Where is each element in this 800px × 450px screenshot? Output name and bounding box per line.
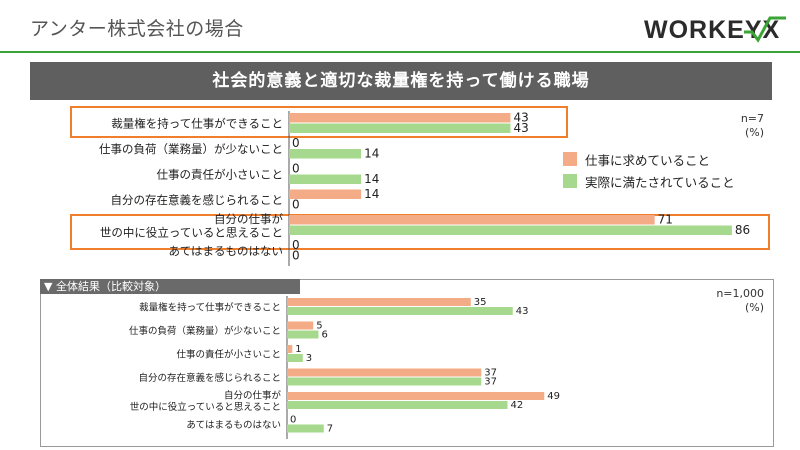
- top-value-label: 0: [292, 162, 300, 176]
- bottom-unit-label: (%): [744, 301, 764, 314]
- top-value-label: 0: [292, 198, 300, 212]
- highlight-box-discretion: [70, 106, 568, 138]
- bottom-bar-series1: [287, 321, 314, 330]
- top-value-label: 14: [364, 187, 379, 201]
- bottom-note: n=1,000 (%): [700, 287, 764, 315]
- top-bar-series1: [289, 189, 362, 199]
- page-title: アンター株式会社の場合: [30, 18, 244, 40]
- bottom-category-label: 仕事の負荷（業務量）が少ないこと: [129, 325, 281, 337]
- bottom-bar-series2: [287, 307, 513, 315]
- legend-label-series2: 実際に満たされていること: [585, 174, 735, 190]
- top-bar-series2: [289, 174, 362, 184]
- legend-item-series2: 実際に満たされていること: [563, 170, 735, 192]
- bottom-value-label: 6: [322, 330, 328, 341]
- top-bar-series2: [289, 123, 511, 133]
- top-value-label: 14: [364, 147, 379, 161]
- top-category-label: 自分の仕事が: [214, 212, 283, 226]
- bottom-category-label: 世の中に役立っていると思えること: [130, 401, 281, 413]
- top-value-label: 0: [292, 249, 300, 263]
- title-rule: [0, 51, 800, 53]
- bottom-n-label: n=1,000: [716, 287, 764, 300]
- bottom-bar-series2: [287, 354, 303, 362]
- bottom-bar-series2: [287, 401, 508, 409]
- top-category-label: 世の中に役立っていると思えること: [100, 225, 283, 239]
- bottom-bar-series2: [287, 424, 324, 433]
- bottom-bar-series1: [287, 345, 293, 353]
- top-value-label: 43: [513, 121, 528, 135]
- bottom-category-label: あてはまるものはない: [186, 420, 281, 431]
- legend-swatch-series1: [563, 152, 577, 166]
- top-category-label: 自分の存在意義を感じられること: [111, 193, 284, 207]
- bottom-category-label: 裁量権を持って仕事ができること: [139, 301, 281, 313]
- top-n-label: n=7: [740, 112, 764, 125]
- top-category-label: 裁量権を持って仕事ができること: [111, 117, 283, 131]
- top-bar-series1: [289, 215, 655, 225]
- comparison-panel-header: ▼ 全体結果（比較対象）: [40, 279, 300, 294]
- legend-swatch-series2: [563, 174, 577, 188]
- bottom-value-label: 43: [516, 306, 529, 317]
- bottom-category-label: 自分の仕事が: [224, 390, 282, 402]
- top-unit-label: (%): [744, 126, 764, 139]
- top-category-label: 仕事の負荷（業務量）が少ないこと: [99, 142, 283, 156]
- bottom-bar-series2: [287, 377, 482, 386]
- section-banner: 社会的意義と適切な裁量権を持って働ける職場: [30, 62, 772, 100]
- bottom-value-label: 0: [290, 415, 296, 426]
- legend-item-series1: 仕事に求めていること: [563, 148, 735, 170]
- top-bar-series1: [289, 113, 511, 123]
- top-value-label: 14: [364, 172, 379, 186]
- bottom-bar-series1: [287, 368, 482, 377]
- top-value-label: 0: [292, 238, 300, 252]
- bottom-value-label: 35: [474, 297, 487, 308]
- top-bar-series2: [289, 149, 362, 159]
- bottom-value-label: 3: [306, 353, 312, 364]
- bottom-category-label: 自分の存在意義を感じられること: [138, 372, 281, 384]
- legend: 仕事に求めていること 実際に満たされていること: [563, 148, 735, 192]
- bottom-bar-series1: [287, 392, 545, 400]
- bottom-value-label: 5: [316, 321, 322, 332]
- top-value-label: 86: [735, 223, 750, 237]
- top-category-label: 仕事の責任が小さいこと: [157, 168, 284, 182]
- logo-check-icon: [744, 16, 786, 43]
- bottom-value-label: 37: [484, 368, 497, 379]
- top-note: n=7 (%): [720, 112, 764, 140]
- top-value-label: 71: [658, 213, 673, 227]
- bottom-value-label: 49: [547, 391, 560, 402]
- legend-label-series1: 仕事に求めていること: [585, 152, 711, 168]
- bottom-value-label: 7: [327, 424, 333, 435]
- bottom-category-label: 仕事の責任が小さいこと: [176, 348, 281, 360]
- top-value-label: 0: [292, 136, 300, 150]
- bottom-bar-series1: [287, 298, 471, 306]
- workeyx-logo: WORKEYX: [644, 16, 786, 44]
- top-category-label: あてはまるものはない: [168, 244, 283, 258]
- bottom-value-label: 1: [295, 344, 301, 355]
- bottom-value-label: 42: [511, 400, 524, 411]
- top-bar-series2: [289, 225, 732, 235]
- top-value-label: 43: [513, 111, 528, 125]
- bottom-value-label: 37: [484, 377, 497, 388]
- bottom-bar-series2: [287, 330, 319, 339]
